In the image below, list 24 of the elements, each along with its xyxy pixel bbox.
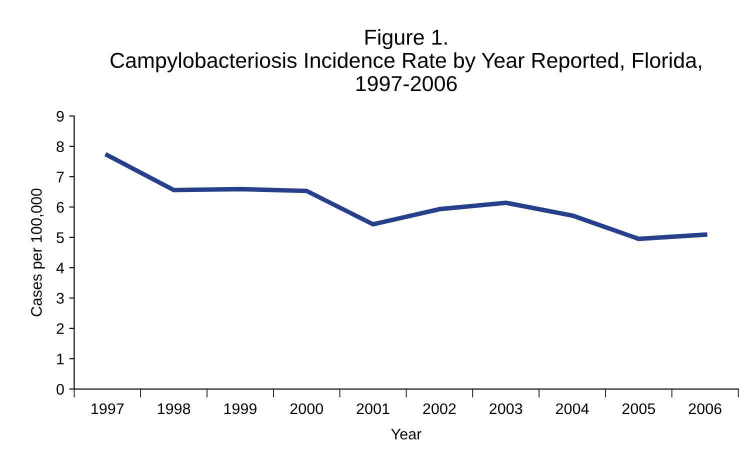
x-tick-label: 1997 [92, 403, 124, 414]
x-tick-label: 2006 [688, 403, 722, 414]
y-tick-label: 6 [56, 202, 64, 213]
x-tick-label: 2001 [356, 403, 390, 414]
y-tick-label: 1 [57, 354, 64, 364]
y-tick-label: 9 [56, 110, 64, 122]
x-tick-label: 2003 [490, 403, 522, 414]
x-tick-label: 2004 [556, 403, 589, 414]
y-tick-label: 8 [56, 141, 64, 152]
x-tick-label: 2000 [290, 403, 324, 414]
x-tick-label: 1998 [158, 403, 190, 414]
y-tick-label: 3 [56, 292, 64, 304]
x-tick-label: 1999 [224, 403, 256, 414]
x-tick-label: 2002 [423, 403, 456, 414]
line-series [105, 152, 708, 242]
x-axis-title: Year [391, 428, 422, 440]
chart-title: Figure 1. Campylobacteriosis Incidence Rate by Year Reported, Florida, 1997-2006 [110, 29, 702, 92]
y-tick-label: 5 [56, 232, 64, 244]
x-tick-label: 2005 [622, 403, 656, 414]
y-tick-label: 4 [56, 262, 64, 274]
y-tick-label: 0 [56, 384, 64, 395]
y-tick-label: 2 [56, 323, 64, 334]
y-axis-title: Cases per 100,000 [31, 188, 45, 316]
y-tick-label: 7 [56, 172, 64, 182]
